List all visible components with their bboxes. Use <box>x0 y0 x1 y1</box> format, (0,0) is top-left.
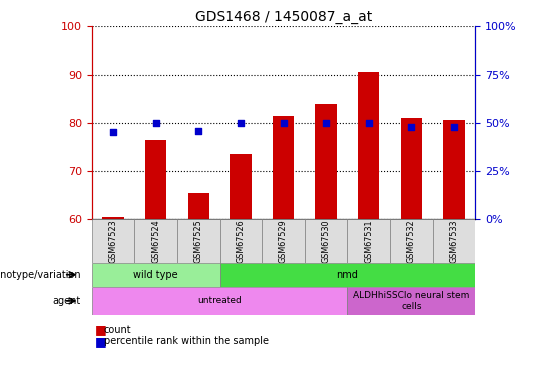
Bar <box>347 287 475 315</box>
Point <box>194 128 202 134</box>
Bar <box>390 219 433 262</box>
Point <box>151 120 160 126</box>
Text: GSM67532: GSM67532 <box>407 219 416 263</box>
Text: count: count <box>104 325 131 335</box>
Bar <box>358 72 379 219</box>
Bar <box>134 219 177 262</box>
Bar <box>177 219 220 262</box>
Bar <box>145 140 166 219</box>
Text: GSM67524: GSM67524 <box>151 219 160 263</box>
Bar <box>92 219 134 262</box>
Text: ALDHhiSSClo neural stem
cells: ALDHhiSSClo neural stem cells <box>353 291 469 310</box>
Bar <box>103 217 124 219</box>
Bar <box>315 104 337 219</box>
Point <box>322 120 330 126</box>
Point <box>109 129 117 135</box>
Text: GSM67529: GSM67529 <box>279 219 288 263</box>
Bar <box>273 116 294 219</box>
Text: genotype/variation: genotype/variation <box>0 270 81 280</box>
Bar <box>92 287 347 315</box>
Bar <box>347 219 390 262</box>
Text: GSM67533: GSM67533 <box>449 219 458 262</box>
Bar <box>401 118 422 219</box>
Bar <box>188 193 209 219</box>
Text: GSM67525: GSM67525 <box>194 219 203 263</box>
Bar <box>220 219 262 262</box>
Text: ■: ■ <box>94 335 106 348</box>
Text: wild type: wild type <box>133 270 178 280</box>
Bar <box>220 262 475 287</box>
Text: nmd: nmd <box>336 270 359 280</box>
Point <box>364 120 373 126</box>
Bar <box>305 219 347 262</box>
Text: GSM67531: GSM67531 <box>364 219 373 262</box>
Text: GSM67530: GSM67530 <box>322 219 330 262</box>
Text: ■: ■ <box>94 324 106 336</box>
Bar <box>230 154 252 219</box>
Point <box>237 120 245 126</box>
Text: agent: agent <box>53 296 81 306</box>
Title: GDS1468 / 1450087_a_at: GDS1468 / 1450087_a_at <box>195 10 372 24</box>
Point <box>407 124 416 130</box>
Point <box>279 120 288 126</box>
Text: GSM67523: GSM67523 <box>109 219 118 263</box>
Bar <box>443 120 464 219</box>
Point <box>450 124 458 130</box>
Text: GSM67526: GSM67526 <box>237 219 245 263</box>
Bar <box>262 219 305 262</box>
Text: untreated: untreated <box>197 296 242 305</box>
Bar <box>92 262 220 287</box>
Text: percentile rank within the sample: percentile rank within the sample <box>104 336 269 346</box>
Bar <box>433 219 475 262</box>
